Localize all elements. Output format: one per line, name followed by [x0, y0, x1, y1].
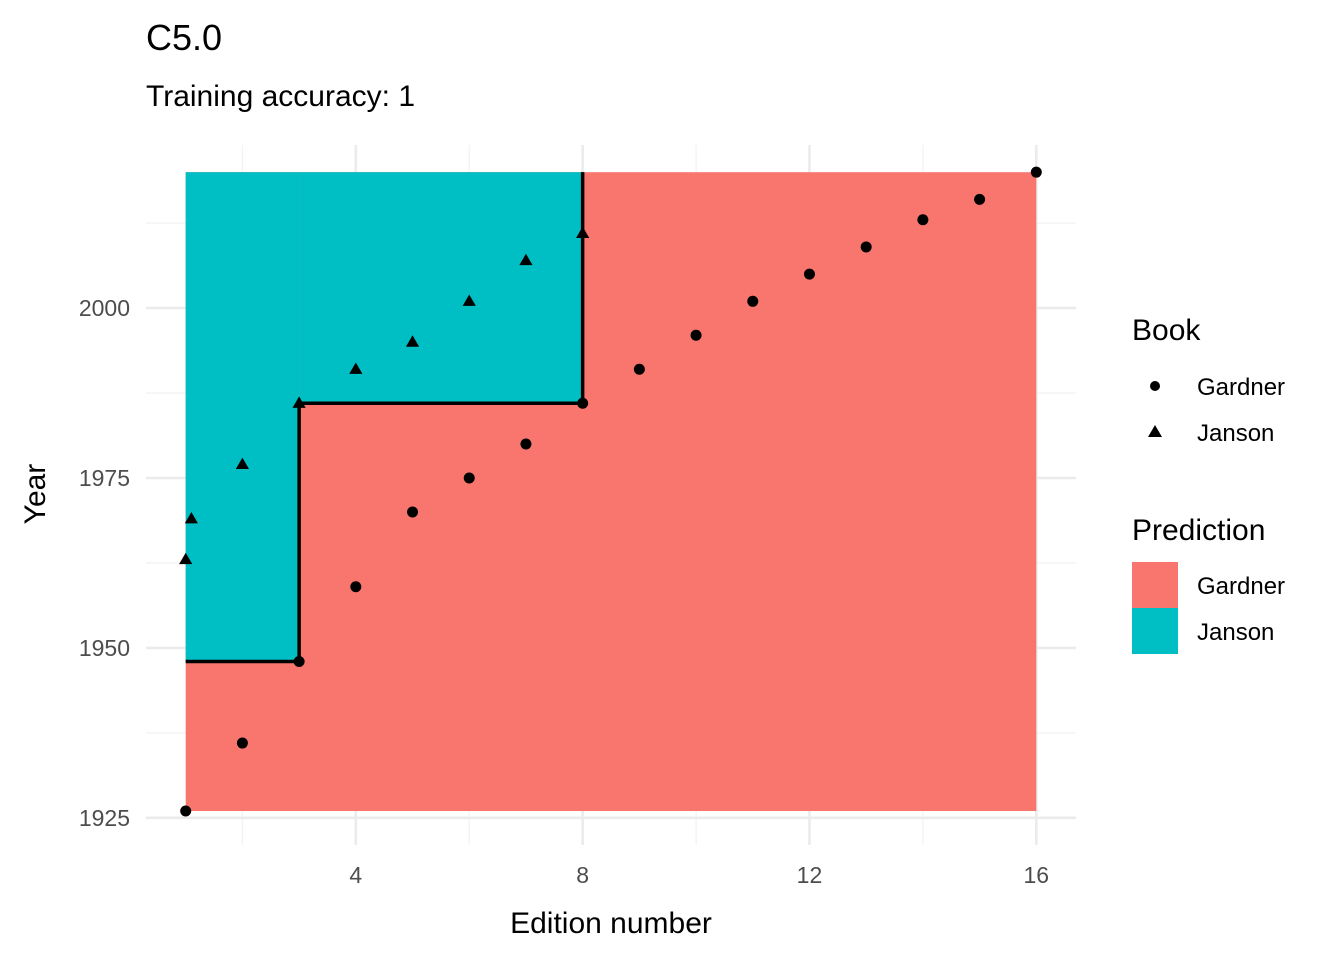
decision-region-janson: [299, 172, 583, 404]
legend-title: Prediction: [1132, 514, 1265, 547]
point-gardner: [917, 214, 929, 226]
point-janson: [349, 362, 363, 374]
point-gardner: [463, 472, 475, 484]
point-janson: [576, 226, 590, 238]
plot-area: 4 8 12 16 1925 1950 1975 2000: [79, 145, 1076, 888]
point-gardner: [180, 805, 192, 817]
legend-label: Janson: [1197, 619, 1274, 646]
y-tick-label: 1975: [79, 465, 130, 491]
point-gardner: [520, 438, 532, 450]
point-janson: [462, 294, 476, 306]
point-gardner: [350, 581, 362, 593]
point-gardner: [860, 241, 872, 253]
point-gardner: [803, 268, 815, 280]
legend-swatch-gardner: [1132, 562, 1178, 608]
point-gardner: [407, 506, 419, 518]
x-tick-label: 8: [576, 862, 589, 888]
legend-label: Janson: [1197, 420, 1274, 447]
legend-label: Gardner: [1197, 573, 1285, 600]
x-axis-title: Edition number: [510, 907, 712, 940]
point-gardner: [1030, 166, 1042, 178]
point-gardner: [633, 363, 645, 375]
point-janson: [292, 396, 306, 408]
point-gardner: [747, 295, 759, 307]
point-janson: [184, 511, 198, 524]
point-janson: [519, 253, 533, 266]
x-tick-label: 12: [797, 862, 823, 888]
point-gardner: [690, 329, 702, 341]
point-janson: [405, 335, 420, 347]
point-gardner: [577, 397, 589, 409]
y-tick-label: 1950: [79, 635, 130, 661]
chart-subtitle: Training accuracy: 1: [146, 80, 415, 113]
legend-swatch-janson: [1132, 608, 1178, 654]
point-janson: [179, 552, 193, 565]
point-gardner: [293, 656, 305, 668]
y-tick-label: 2000: [79, 295, 130, 321]
chart-title: C5.0: [146, 17, 222, 58]
y-axis-title: Year: [19, 464, 52, 525]
point-janson: [235, 457, 250, 470]
point-gardner: [974, 193, 986, 205]
legend-key-janson: [1148, 425, 1162, 437]
legend-key-gardner: [1150, 381, 1160, 391]
decision-region-janson: [185, 172, 300, 662]
x-tick-label: 4: [349, 862, 362, 888]
legend-label: Gardner: [1197, 374, 1285, 401]
x-tick-label: 16: [1024, 862, 1050, 888]
point-gardner: [236, 737, 248, 749]
y-tick-label: 1925: [79, 805, 130, 831]
legend: Book Gardner Janson Prediction Gardner Janson: [1132, 314, 1285, 654]
legend-title: Book: [1132, 314, 1201, 347]
